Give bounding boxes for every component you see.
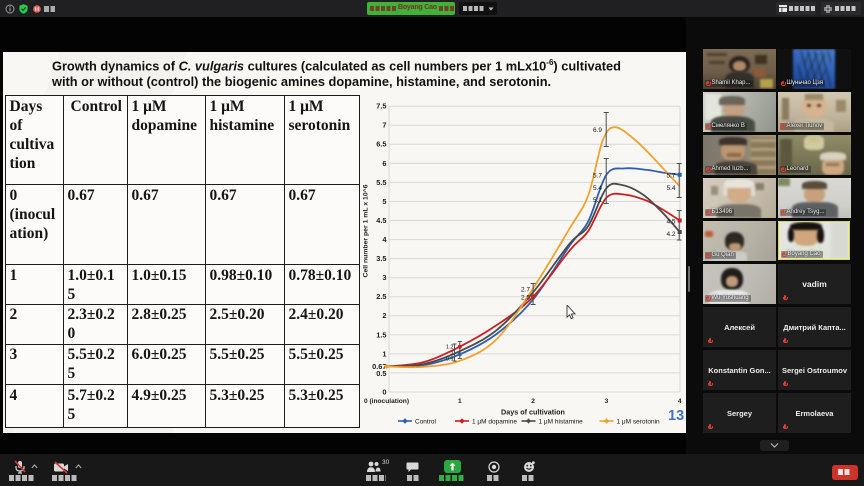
svg-text:1 μM dopamine: 1 μM dopamine [472, 418, 517, 425]
svg-text:Days of cultivation: Days of cultivation [501, 408, 565, 417]
svg-text:4.5: 4.5 [376, 216, 386, 225]
svg-text:0: 0 [382, 387, 386, 396]
svg-text:4.2: 4.2 [666, 231, 675, 238]
svg-text:3: 3 [382, 273, 386, 282]
svg-text:2: 2 [531, 398, 535, 405]
svg-text:4: 4 [678, 398, 682, 405]
svg-text:2.5: 2.5 [521, 295, 530, 302]
svg-text:1 μM histamine: 1 μM histamine [539, 418, 584, 425]
svg-text:5.4: 5.4 [593, 185, 602, 192]
svg-text:Cell number per 1 mL x 10^6: Cell number per 1 mL x 10^6 [363, 184, 370, 278]
svg-text:7.5: 7.5 [376, 102, 386, 111]
svg-text:3.5: 3.5 [376, 254, 386, 263]
svg-text:4.5: 4.5 [666, 219, 675, 226]
svg-text:0.9: 0.9 [446, 357, 454, 363]
svg-text:1 μM serotonin: 1 μM serotonin [617, 418, 661, 425]
svg-text:3: 3 [605, 398, 609, 405]
svg-text:6.9: 6.9 [593, 127, 602, 134]
svg-text:2: 2 [382, 311, 386, 320]
svg-text:7: 7 [382, 121, 386, 130]
svg-text:1: 1 [458, 398, 462, 405]
svg-text:4: 4 [382, 235, 387, 244]
svg-text:1.5: 1.5 [376, 330, 386, 339]
svg-text:0.67: 0.67 [372, 362, 386, 371]
svg-text:2.5: 2.5 [376, 292, 386, 301]
svg-text:5.7: 5.7 [666, 173, 675, 180]
svg-text:0 (inoculation): 0 (inoculation) [364, 398, 409, 405]
svg-text:2.7: 2.7 [521, 287, 530, 294]
svg-text:0.5: 0.5 [376, 369, 386, 378]
svg-text:5.5: 5.5 [376, 178, 386, 187]
svg-text:1.2: 1.2 [446, 345, 454, 351]
svg-text:5.7: 5.7 [593, 173, 602, 180]
svg-text:5: 5 [382, 197, 386, 206]
svg-text:Control: Control [415, 418, 437, 425]
svg-text:1: 1 [450, 351, 453, 357]
svg-text:5.4: 5.4 [666, 185, 675, 192]
svg-text:1: 1 [382, 349, 386, 358]
svg-text:6: 6 [382, 159, 386, 168]
svg-text:5.1: 5.1 [593, 197, 602, 204]
svg-text:6.5: 6.5 [376, 140, 386, 149]
